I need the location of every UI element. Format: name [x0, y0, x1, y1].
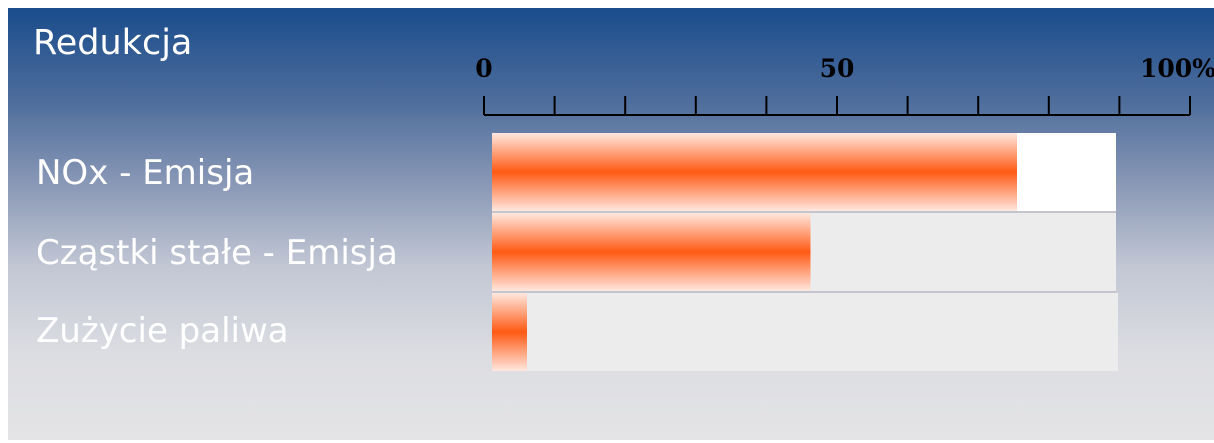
category-label-particulates: Cząstki stałe - Emisja [36, 233, 398, 273]
category-label-fuel: Zużycie paliwa [36, 311, 289, 351]
x-axis: 0 50 100% [475, 54, 1214, 116]
tick-label: 50 [820, 54, 855, 83]
chart-title: Redukcja [33, 23, 193, 63]
bars [492, 133, 1118, 371]
tick-label: 100% [1140, 54, 1214, 83]
tick-label: 0 [475, 54, 492, 83]
category-label-nox: NOx - Emisja [36, 153, 255, 193]
bar-track [492, 293, 1118, 371]
bar [492, 293, 527, 371]
bar [492, 213, 811, 291]
bar [492, 133, 1017, 211]
